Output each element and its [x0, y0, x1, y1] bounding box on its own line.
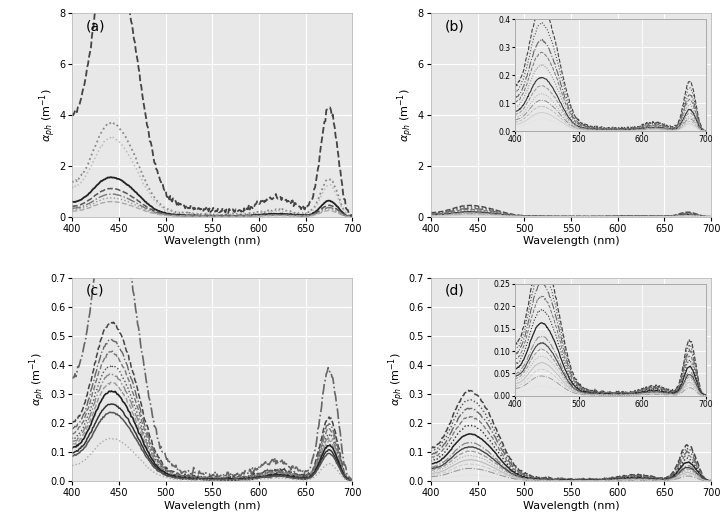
X-axis label: Wavelength (nm): Wavelength (nm) [523, 501, 619, 511]
X-axis label: Wavelength (nm): Wavelength (nm) [164, 501, 261, 511]
X-axis label: Wavelength (nm): Wavelength (nm) [523, 236, 619, 246]
Text: (a): (a) [86, 19, 105, 33]
Text: (b): (b) [445, 19, 465, 33]
Text: (c): (c) [86, 284, 105, 298]
Y-axis label: $\alpha_{ph}$ (m$^{-1}$): $\alpha_{ph}$ (m$^{-1}$) [37, 88, 58, 141]
Y-axis label: $\alpha_{ph}$ (m$^{-1}$): $\alpha_{ph}$ (m$^{-1}$) [386, 353, 407, 406]
Text: (d): (d) [445, 284, 465, 298]
Y-axis label: $\alpha_{ph}$ (m$^{-1}$): $\alpha_{ph}$ (m$^{-1}$) [27, 353, 48, 406]
X-axis label: Wavelength (nm): Wavelength (nm) [164, 236, 261, 246]
Y-axis label: $\alpha_{ph}$ (m$^{-1}$): $\alpha_{ph}$ (m$^{-1}$) [396, 88, 417, 141]
